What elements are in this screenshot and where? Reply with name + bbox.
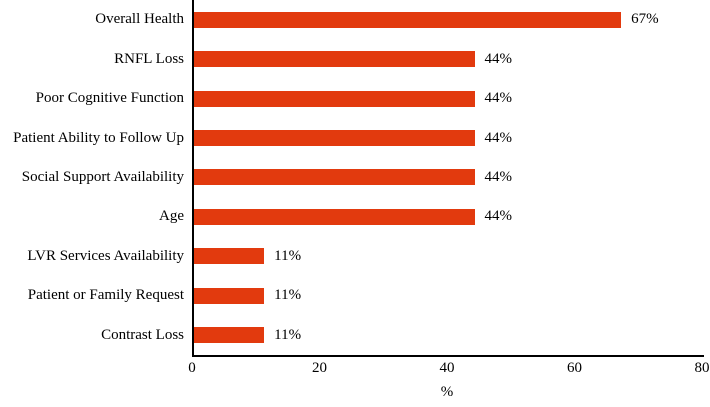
category-label: Patient or Family Request	[27, 287, 184, 304]
plot-area: 67% 44% 44% 44% 44% 44% 11% 11% 11%	[192, 0, 704, 357]
bar-row: 44%	[194, 39, 704, 78]
bar-row: 44%	[194, 118, 704, 157]
bar-row: 67%	[194, 0, 704, 39]
value-label: 11%	[274, 247, 302, 264]
bar	[194, 327, 265, 344]
bar-row: 44%	[194, 158, 704, 197]
category-label: Patient Ability to Follow Up	[13, 129, 184, 146]
bar-row: 11%	[194, 276, 704, 315]
x-axis-ticks: 0 20 40 60 80	[188, 360, 709, 380]
bar	[194, 208, 475, 225]
value-label: 44%	[484, 50, 513, 67]
value-label: 44%	[484, 208, 513, 225]
category-label: Poor Cognitive Function	[35, 90, 184, 107]
value-label: 44%	[484, 90, 513, 107]
value-label: 44%	[484, 129, 513, 146]
category-axis-labels: Overall Health RNFL Loss Poor Cognitive Fu…	[0, 0, 184, 355]
bar	[194, 90, 475, 107]
value-label: 11%	[274, 326, 302, 343]
bar	[194, 287, 265, 304]
x-tick-label: 20	[312, 360, 327, 376]
x-tick-label: 0	[188, 360, 196, 376]
x-axis-title: %	[440, 384, 454, 400]
category-label: Contrast Loss	[101, 326, 184, 343]
value-label: 44%	[484, 168, 513, 185]
category-label: Age	[159, 208, 184, 225]
value-label: 67%	[631, 11, 659, 28]
bar	[194, 169, 475, 186]
x-tick-label: 80	[694, 360, 710, 376]
category-label: RNFL Loss	[114, 50, 184, 67]
bar-row: 44%	[194, 197, 704, 236]
bar	[194, 11, 622, 28]
bar	[194, 248, 265, 265]
x-tick-label: 60	[567, 360, 582, 376]
bar-row: 44%	[194, 79, 704, 118]
value-label: 11%	[274, 287, 302, 304]
bar	[194, 51, 475, 68]
bar-row: 11%	[194, 316, 704, 355]
bar	[194, 130, 475, 147]
category-label: Social Support Availability	[21, 168, 184, 185]
category-label: LVR Services Availability	[27, 247, 184, 264]
category-label: Overall Health	[95, 11, 184, 28]
x-tick-label: 40	[439, 360, 455, 376]
bar-row: 11%	[194, 237, 704, 276]
